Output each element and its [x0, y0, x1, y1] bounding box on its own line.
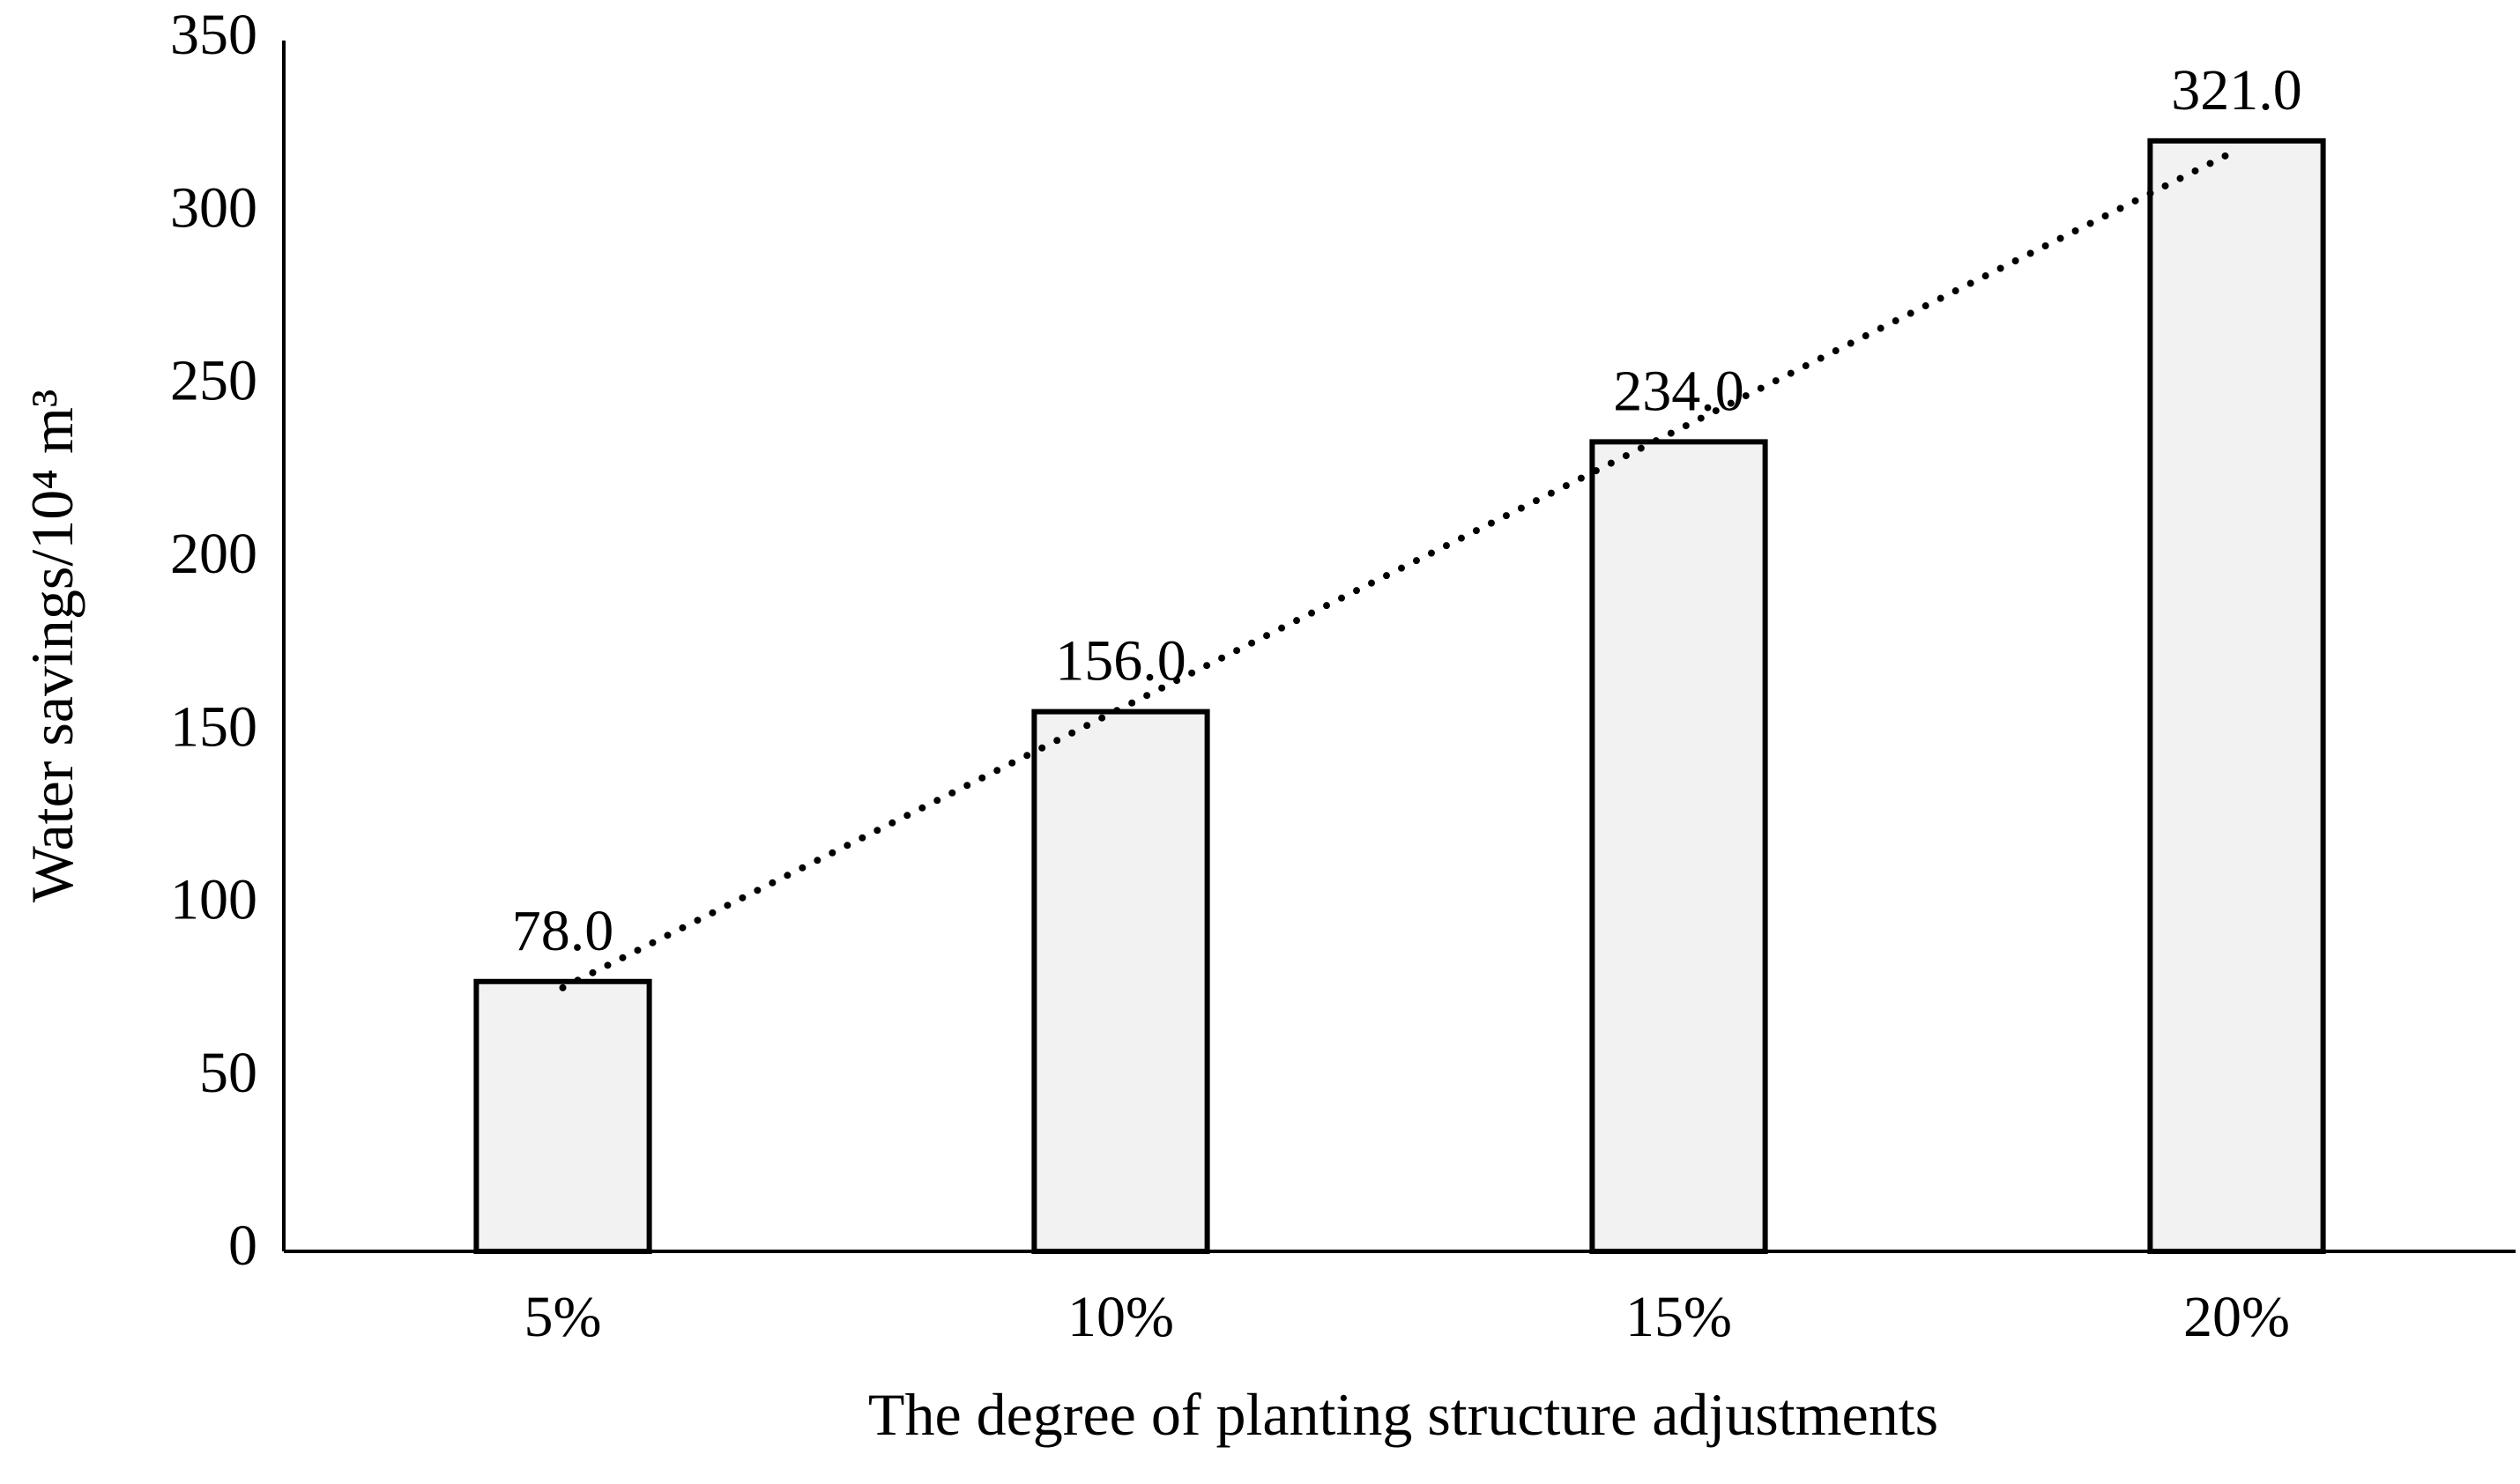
- x-tick-label: 5%: [524, 1285, 602, 1349]
- data-label: 321.0: [2171, 58, 2302, 122]
- y-tick-label: 0: [228, 1213, 257, 1278]
- x-tick-label: 15%: [1625, 1285, 1732, 1349]
- bar: [1589, 439, 1768, 1254]
- data-label: 156.0: [1055, 629, 1186, 694]
- x-tick-label: 20%: [2183, 1285, 2290, 1349]
- trendline: [559, 146, 2241, 991]
- bar: [2147, 137, 2326, 1255]
- y-tick-label: 100: [170, 868, 257, 932]
- bar: [473, 978, 652, 1255]
- y-axis-title: Water savings/10⁴ m³: [19, 390, 85, 903]
- data-label: 234.0: [1613, 359, 1744, 423]
- y-tick-label: 150: [170, 694, 257, 759]
- x-axis-title: The degree of planting structure adjustm…: [868, 1381, 1938, 1448]
- data-label: 78.0: [512, 899, 614, 963]
- y-tick-label: 300: [170, 175, 257, 240]
- y-tick-label: 250: [170, 349, 257, 413]
- bar: [1031, 709, 1210, 1254]
- y-tick-label: 50: [199, 1041, 257, 1105]
- y-tick-label: 350: [170, 3, 257, 67]
- x-tick-label: 10%: [1067, 1285, 1174, 1349]
- y-tick-label: 200: [170, 522, 257, 586]
